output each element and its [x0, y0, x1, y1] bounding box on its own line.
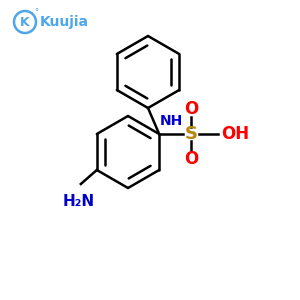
Text: O: O [184, 100, 198, 118]
Text: Kuujia: Kuujia [40, 15, 89, 29]
Text: K: K [20, 16, 30, 28]
Text: NH: NH [160, 114, 183, 128]
Text: O: O [184, 150, 198, 168]
Text: OH: OH [221, 125, 249, 143]
Text: °: ° [34, 8, 38, 17]
Text: S: S [185, 125, 198, 143]
Text: H₂N: H₂N [63, 194, 95, 209]
